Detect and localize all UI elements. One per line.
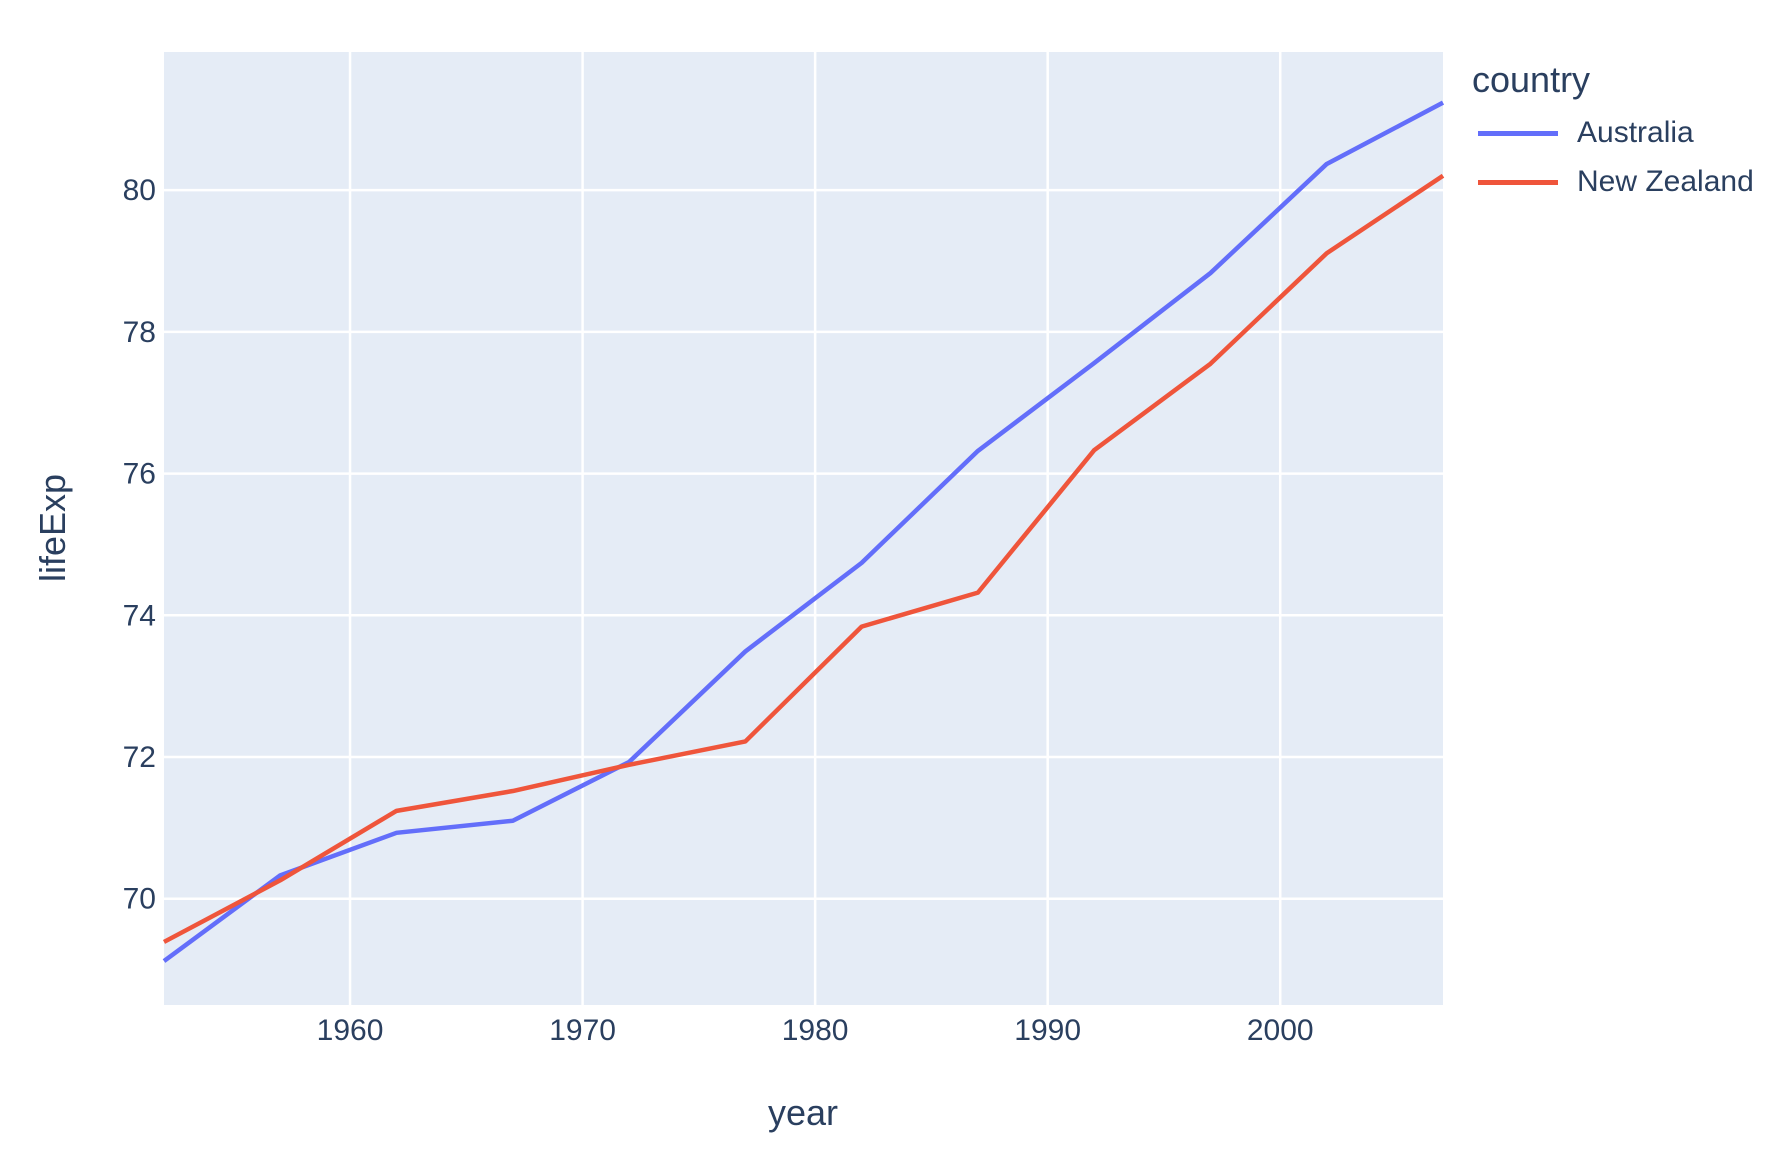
y-tick-label: 72 [123,741,156,774]
legend: country Australia New Zealand [1472,58,1772,200]
legend-item-australia[interactable]: Australia [1472,115,1772,151]
series-line-new-zealand[interactable] [162,173,1445,944]
legend-items: Australia New Zealand [1472,115,1772,200]
plot-area [164,52,1443,1005]
x-tick-label: 1960 [317,1014,384,1047]
y-tick-label: 70 [123,883,156,916]
legend-label: Australia [1577,116,1694,149]
series-line-australia[interactable] [162,100,1445,963]
legend-item-new-zealand[interactable]: New Zealand [1472,164,1772,200]
x-tick-label: 1980 [782,1014,849,1047]
x-tick-label: 2000 [1247,1014,1314,1047]
x-axis-title: year [767,1092,839,1133]
y-tick-label: 80 [123,174,156,207]
x-tick-label: 1970 [549,1014,616,1047]
y-tick-label: 78 [123,316,156,349]
y-tick-label: 74 [123,599,156,632]
legend-title: country [1472,59,1591,100]
legend-line-swatch [1478,179,1558,185]
y-axis-title: lifeExp [32,473,73,583]
x-tick-label: 1990 [1014,1014,1081,1047]
legend-line-swatch [1478,130,1558,136]
y-tick-label: 76 [123,458,156,491]
legend-label: New Zealand [1577,165,1754,198]
